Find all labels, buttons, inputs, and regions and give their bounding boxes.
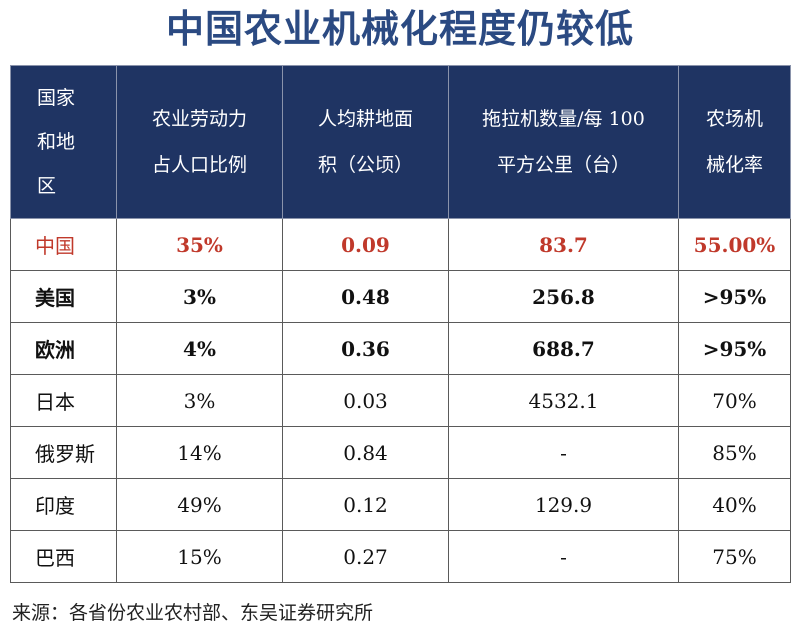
header-tractors: 拖拉机数量/每 100 平方公里（台）: [448, 65, 679, 219]
cell-tractors: 129.9: [448, 478, 679, 531]
cell-labor: 3%: [116, 374, 283, 427]
header-country-line-3: 区: [37, 175, 57, 197]
table-row: 中国 35% 0.09 83.7 55.00%: [10, 218, 791, 271]
cell-land: 0.12: [282, 478, 449, 531]
header-tractors-line-1: 拖拉机数量/每 100: [482, 108, 645, 130]
cell-labor: 4%: [116, 322, 283, 375]
table-row: 俄罗斯 14% 0.84 - 85%: [10, 426, 791, 479]
header-tractors-line-2: 平方公里（台）: [496, 154, 630, 176]
cell-mech: >95%: [678, 270, 791, 323]
cell-mech: 75%: [678, 530, 791, 583]
cell-tractors: 4532.1: [448, 374, 679, 427]
cell-tractors: -: [448, 426, 679, 479]
header-labor-share: 农业劳动力 占人口比例: [116, 65, 283, 219]
cell-land: 0.03: [282, 374, 449, 427]
cell-country: 印度: [10, 478, 117, 531]
cell-labor: 35%: [116, 218, 283, 271]
header-country-line-2: 和地: [37, 131, 76, 153]
cell-land: 0.09: [282, 218, 449, 271]
cell-tractors: 83.7: [448, 218, 679, 271]
cell-country: 欧洲: [10, 322, 117, 375]
cell-country: 巴西: [10, 530, 117, 583]
header-country: 国家 和地 区: [10, 65, 117, 219]
header-land-line-2: 积（公顷）: [317, 154, 413, 176]
cell-country: 日本: [10, 374, 117, 427]
mechanization-table: 国家 和地 区 农业劳动力 占人口比例 人均耕地面 积（公顷） 拖拉机数量/每 …: [10, 65, 791, 583]
cell-land: 0.36: [282, 322, 449, 375]
cell-tractors: -: [448, 530, 679, 583]
cell-tractors: 256.8: [448, 270, 679, 323]
table-row: 印度 49% 0.12 129.9 40%: [10, 478, 791, 531]
cell-labor: 15%: [116, 530, 283, 583]
cell-country: 美国: [10, 270, 117, 323]
header-mech-line-2: 械化率: [705, 154, 763, 176]
table-header-row: 国家 和地 区 农业劳动力 占人口比例 人均耕地面 积（公顷） 拖拉机数量/每 …: [10, 65, 791, 219]
cell-mech: 85%: [678, 426, 791, 479]
cell-mech: >95%: [678, 322, 791, 375]
page-title: 中国农业机械化程度仍较低: [165, 7, 634, 51]
cell-country: 中国: [10, 218, 117, 271]
header-labor-line-2: 占人口比例: [151, 154, 247, 176]
table-row: 巴西 15% 0.27 - 75%: [10, 530, 791, 583]
cell-labor: 14%: [116, 426, 283, 479]
header-mechanization-rate: 农场机 械化率: [678, 65, 791, 219]
table-row: 欧洲 4% 0.36 688.7 >95%: [10, 322, 791, 375]
source-note: 来源：各省份农业农村部、东吴证券研究所: [12, 602, 374, 624]
cell-labor: 3%: [116, 270, 283, 323]
table-row: 美国 3% 0.48 256.8 >95%: [10, 270, 791, 323]
header-land-line-1: 人均耕地面: [317, 108, 413, 130]
cell-land: 0.84: [282, 426, 449, 479]
cell-tractors: 688.7: [448, 322, 679, 375]
cell-mech: 55.00%: [678, 218, 791, 271]
header-arable-land: 人均耕地面 积（公顷）: [282, 65, 449, 219]
cell-land: 0.48: [282, 270, 449, 323]
cell-mech: 40%: [678, 478, 791, 531]
cell-country: 俄罗斯: [10, 426, 117, 479]
header-country-line-1: 国家: [37, 87, 76, 109]
table-row: 日本 3% 0.03 4532.1 70%: [10, 374, 791, 427]
header-labor-line-1: 农业劳动力: [151, 108, 247, 130]
cell-land: 0.27: [282, 530, 449, 583]
cell-labor: 49%: [116, 478, 283, 531]
cell-mech: 70%: [678, 374, 791, 427]
header-mech-line-1: 农场机: [705, 108, 763, 130]
